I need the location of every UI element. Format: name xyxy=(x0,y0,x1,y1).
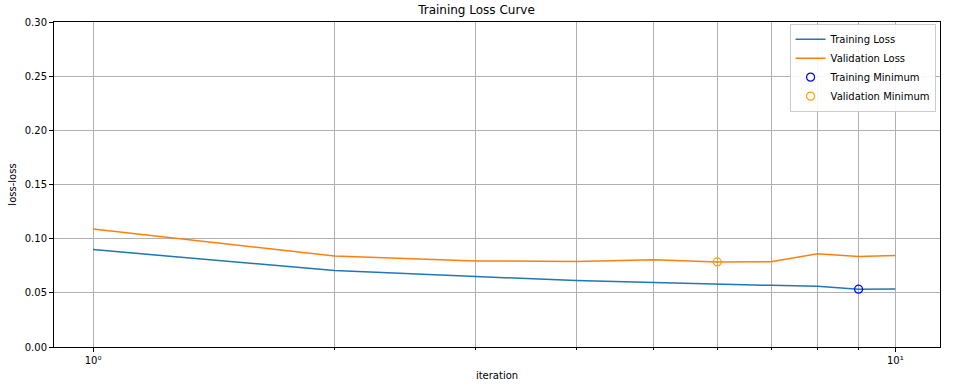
svg-text:Training Minimum: Training Minimum xyxy=(830,72,920,83)
svg-text:Validation Minimum: Validation Minimum xyxy=(831,91,930,102)
svg-text:0.15: 0.15 xyxy=(25,179,47,190)
svg-text:Training Loss: Training Loss xyxy=(830,34,896,45)
svg-text:loss-loss: loss-loss xyxy=(7,163,18,205)
svg-text:0.20: 0.20 xyxy=(25,125,47,136)
svg-text:0.10: 0.10 xyxy=(25,233,47,244)
svg-text:iteration: iteration xyxy=(476,370,518,381)
svg-text:Training Loss Curve: Training Loss Curve xyxy=(417,3,535,17)
svg-text:0.00: 0.00 xyxy=(25,342,47,353)
svg-text:10¹: 10¹ xyxy=(887,355,904,366)
svg-text:0.30: 0.30 xyxy=(25,17,47,28)
svg-text:0.05: 0.05 xyxy=(25,287,47,298)
svg-text:0.25: 0.25 xyxy=(25,71,47,82)
svg-text:10⁰: 10⁰ xyxy=(85,355,102,366)
svg-text:Validation Loss: Validation Loss xyxy=(831,53,906,64)
